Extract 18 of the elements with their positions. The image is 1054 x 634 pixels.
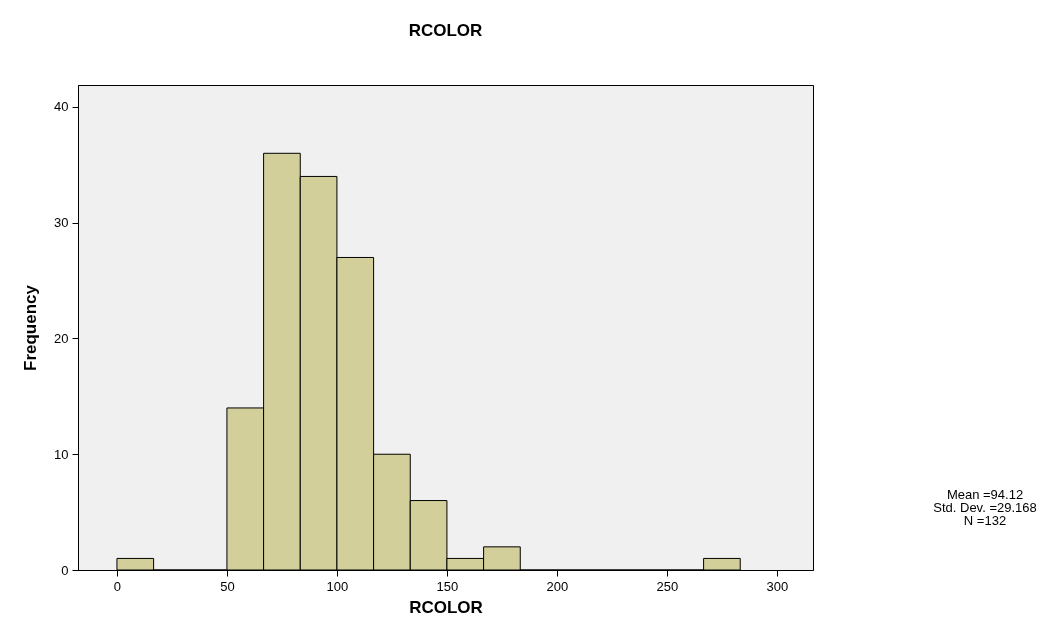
chart-title: RCOLOR (408, 21, 483, 40)
x-tick-label: 0 (113, 578, 122, 594)
x-tick-label: 150 (436, 578, 459, 594)
y-tick-label: 0 (61, 562, 69, 578)
x-tick-label: 100 (326, 578, 349, 594)
y-tick-label: 20 (54, 331, 69, 346)
text: Mean =94.12 (946, 487, 1024, 502)
x-tick-label: 250 (656, 578, 679, 594)
x-tick-label: 50 (220, 578, 235, 594)
y-axis-title: Frequency (21, 284, 41, 371)
y-tick-label: 10 (54, 446, 69, 462)
text: N =132 (963, 513, 1007, 528)
text: Std. Dev. =29.168 (933, 500, 1037, 515)
x-tick-label: 300 (766, 578, 789, 594)
y-tick-label: 30 (54, 215, 69, 231)
x-axis-title: RCOLOR (409, 597, 483, 617)
y-tick-label: 40 (54, 99, 69, 115)
x-tick-label: 200 (546, 578, 569, 594)
